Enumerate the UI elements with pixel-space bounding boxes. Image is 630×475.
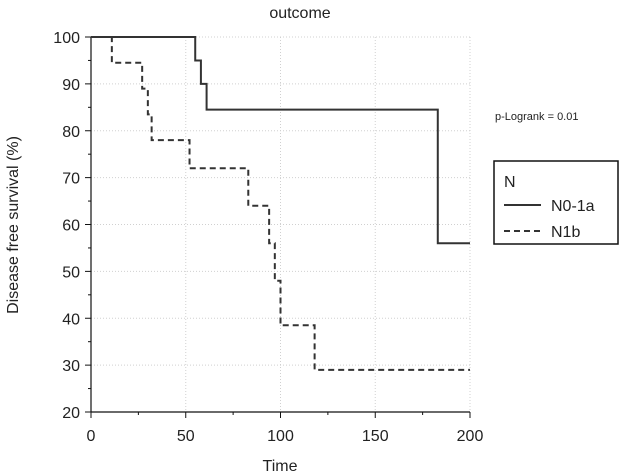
x-tick-label: 200: [457, 428, 484, 445]
x-tick-label: 150: [362, 428, 389, 445]
y-axis-label: Disease free survival (%): [5, 136, 22, 314]
legend-label-n0-1a: N0-1a: [551, 198, 595, 215]
y-tick-label: 70: [62, 171, 80, 188]
x-axis-label: Time: [263, 458, 298, 475]
legend-title: N: [504, 174, 516, 191]
y-tick-label: 60: [62, 218, 80, 235]
y-tick-label: 80: [62, 124, 80, 141]
y-tick-label: 30: [62, 358, 80, 375]
legend-label-n1b: N1b: [551, 224, 580, 241]
y-tick-label: 90: [62, 77, 80, 94]
chart-title: outcome: [269, 5, 330, 22]
y-tick-label: 40: [62, 311, 80, 328]
x-tick-label: 50: [177, 428, 195, 445]
y-tick-label: 100: [53, 30, 80, 47]
y-tick-label: 20: [62, 405, 80, 422]
series-layer: [91, 36, 470, 371]
y-tick-label: 50: [62, 264, 80, 281]
p-logrank-annotation: p-Logrank = 0.01: [495, 111, 578, 123]
survival-curve-n1b: [91, 36, 470, 371]
x-tick-label: 100: [267, 428, 294, 445]
grid-layer: [90, 36, 471, 413]
x-tick-label: 0: [87, 428, 96, 445]
legend: N N0-1a N1b: [493, 160, 619, 245]
axis-layer: 0 50 100 150 200 20 30 40 50 60 70 80 90 100: [53, 30, 483, 445]
survival-curve-n0-1a: [91, 36, 470, 245]
